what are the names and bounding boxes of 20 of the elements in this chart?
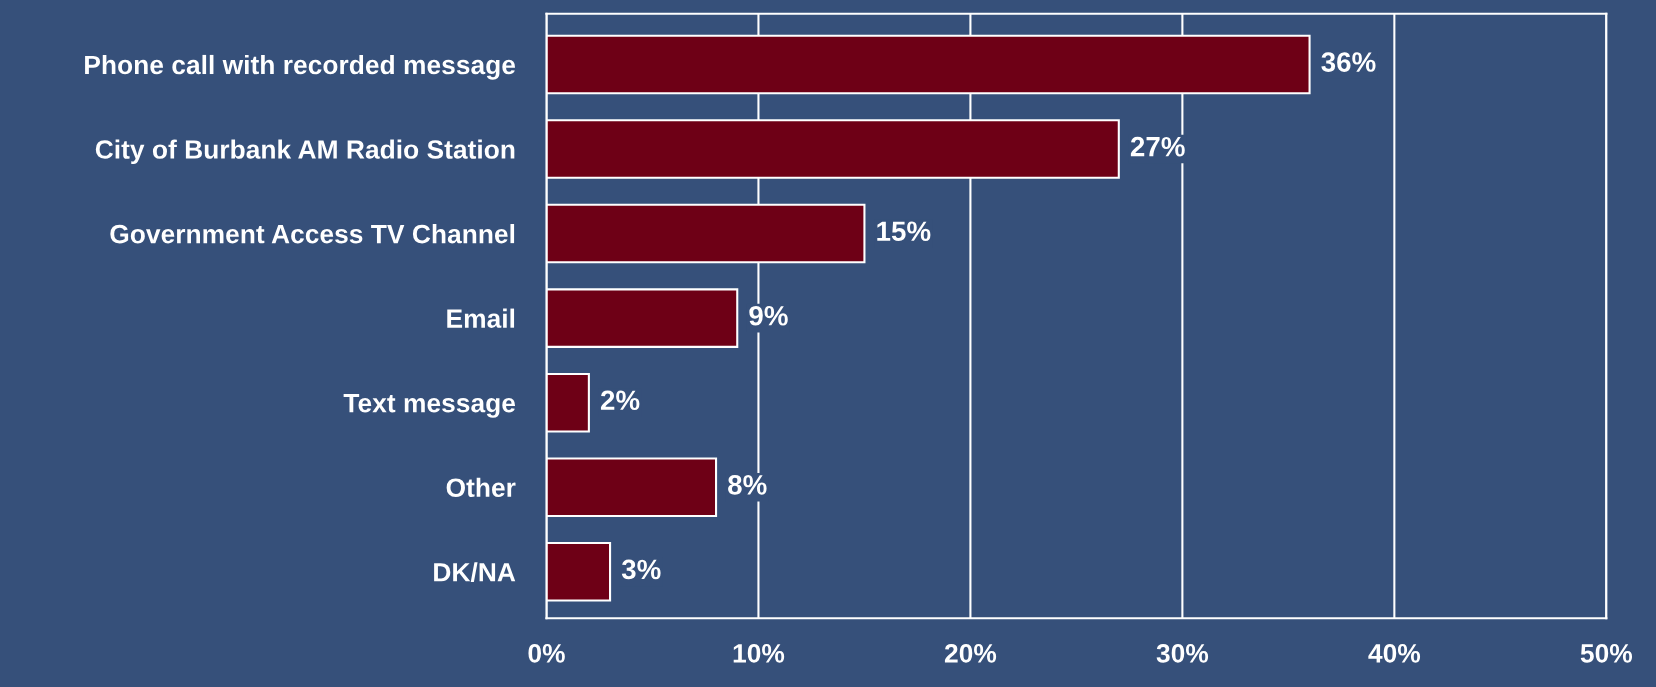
data-label: 9% (749, 305, 788, 326)
x-tick-label: 0% (528, 644, 565, 663)
x-tick-label: 10% (733, 644, 785, 663)
data-label: 2% (600, 390, 640, 411)
data-label: 3% (621, 559, 661, 580)
y-tick-label: City of Burbank AM Radio Station (95, 139, 515, 165)
y-tick-label: DK/NA (434, 562, 516, 582)
data-label: 27% (1130, 136, 1185, 157)
x-tick-label: 30% (1156, 644, 1209, 663)
x-tick-label: 40% (1368, 644, 1421, 663)
data-label: 15% (877, 221, 931, 242)
data-label: 8% (728, 475, 767, 495)
y-tick-label: Email (447, 308, 515, 328)
y-tick-label: Phone call with recorded message (85, 54, 516, 80)
x-tick-label: 50% (1580, 644, 1633, 663)
y-tick-label: Text message (343, 394, 516, 418)
x-tick-label: 20% (944, 644, 997, 663)
data-label: 36% (1321, 52, 1376, 72)
y-tick-label: Other (446, 477, 516, 498)
y-tick-label: Government Access TV Channel (110, 224, 515, 244)
